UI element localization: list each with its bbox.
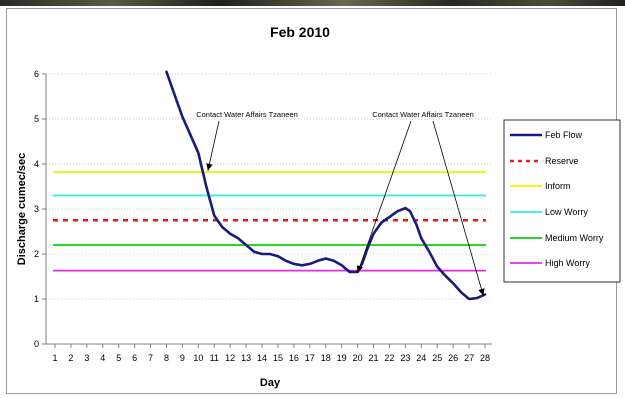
x-tick-label: 8 [164, 353, 169, 363]
x-tick-label: 9 [180, 353, 185, 363]
legend-label: High Worry [545, 258, 590, 268]
x-tick-label: 11 [210, 353, 219, 363]
x-tick-label: 15 [273, 353, 283, 363]
x-axis-ticks: 1 2 3 4 5 6 7 8 9 10 11 12 13 14 15 16 17 18 19 20 21 22 23 24 2… [52, 344, 490, 363]
x-tick-label: 4 [100, 353, 105, 363]
x-tick-label: 20 [353, 353, 363, 363]
y-axis-ticks: 0 1 2 3 4 5 6 [34, 69, 46, 349]
x-tick-label: 26 [448, 353, 458, 363]
legend-label: Inform [545, 181, 571, 191]
legend-label: Medium Worry [545, 233, 604, 243]
x-tick-label: 21 [369, 353, 379, 363]
y-tick-label: 5 [34, 114, 39, 124]
x-tick-label: 7 [148, 353, 153, 363]
x-tick-label: 17 [305, 353, 315, 363]
legend-items: Feb Flow Reserve Inform Low Worry Medium Wor… [510, 130, 604, 268]
y-axis-label: Discharge cumec/sec [16, 153, 28, 266]
x-tick-label: 22 [384, 353, 394, 363]
x-axis-label: Day [260, 377, 281, 389]
legend-label: Low Worry [545, 207, 588, 217]
x-tick-label: 19 [337, 353, 347, 363]
annotation-arrow [432, 120, 484, 296]
x-tick-label: 2 [68, 353, 73, 363]
x-tick-label: 3 [84, 353, 89, 363]
annotation-arrowhead [356, 265, 363, 273]
x-tick-label: 12 [225, 353, 235, 363]
y-tick-label: 0 [34, 339, 39, 349]
x-tick-label: 5 [116, 353, 121, 363]
annotation-label: Contact Water Affairs Tzaneen [372, 110, 474, 119]
annotation-arrowhead [478, 288, 485, 296]
x-tick-label: 24 [416, 353, 426, 363]
legend: Feb Flow Reserve Inform Low Worry Medium Wor… [503, 119, 621, 283]
annotation-arrow [207, 120, 220, 171]
background-strip [0, 0, 625, 6]
x-tick-label: 6 [132, 353, 137, 363]
series-lines [165, 70, 487, 301]
y-tick-label: 3 [34, 204, 39, 214]
chart-title: Feb 2010 [270, 24, 330, 40]
y-tick-label: 2 [34, 249, 39, 259]
x-tick-label: 28 [480, 353, 490, 363]
x-tick-label: 27 [464, 353, 474, 363]
y-tick-label: 6 [34, 69, 39, 79]
annotation-label: Contact Water Affairs Tzaneen [196, 110, 298, 119]
series-line-feb-flow [165, 70, 487, 301]
legend-label: Reserve [545, 156, 579, 166]
x-tick-label: 25 [432, 353, 442, 363]
annotations: Contact Water Affairs Tzaneen Contact Wat… [196, 110, 485, 296]
x-tick-label: 23 [400, 353, 410, 363]
x-tick-label: 13 [241, 353, 251, 363]
annotation-arrowhead [206, 163, 213, 171]
y-tick-label: 4 [34, 159, 39, 169]
x-tick-label: 18 [321, 353, 331, 363]
y-tick-label: 1 [34, 294, 39, 304]
legend-box [503, 119, 621, 283]
x-tick-label: 16 [289, 353, 299, 363]
x-tick-label: 10 [193, 353, 203, 363]
legend-label: Feb Flow [545, 130, 583, 140]
x-tick-label: 1 [52, 353, 57, 363]
x-tick-label: 14 [257, 353, 267, 363]
annotation-arrow [357, 120, 412, 274]
